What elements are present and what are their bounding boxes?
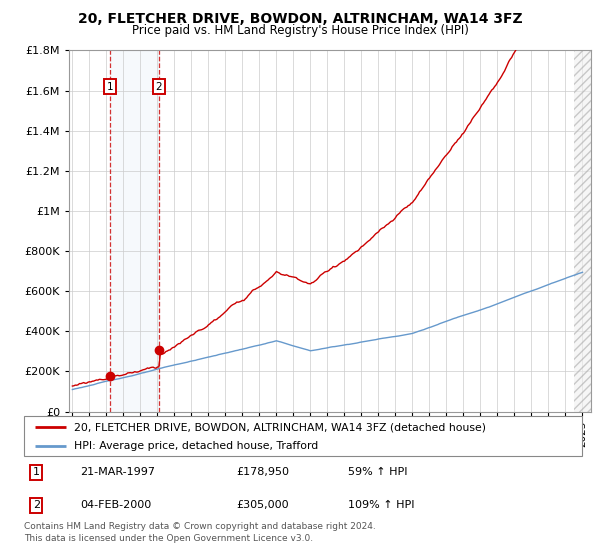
Bar bbox=[110, 50, 159, 412]
Text: 2: 2 bbox=[155, 82, 162, 91]
Text: 20, FLETCHER DRIVE, BOWDON, ALTRINCHAM, WA14 3FZ: 20, FLETCHER DRIVE, BOWDON, ALTRINCHAM, … bbox=[77, 12, 523, 26]
Text: 2: 2 bbox=[33, 500, 40, 510]
Bar bbox=[574, 50, 591, 412]
Text: 04-FEB-2000: 04-FEB-2000 bbox=[80, 500, 151, 510]
Text: 109% ↑ HPI: 109% ↑ HPI bbox=[347, 500, 414, 510]
Text: 1: 1 bbox=[107, 82, 113, 91]
Text: 59% ↑ HPI: 59% ↑ HPI bbox=[347, 467, 407, 477]
Text: £305,000: £305,000 bbox=[236, 500, 289, 510]
Text: 1: 1 bbox=[33, 467, 40, 477]
Text: 21-MAR-1997: 21-MAR-1997 bbox=[80, 467, 155, 477]
Text: £178,950: £178,950 bbox=[236, 467, 289, 477]
Polygon shape bbox=[574, 50, 591, 412]
Text: 20, FLETCHER DRIVE, BOWDON, ALTRINCHAM, WA14 3FZ (detached house): 20, FLETCHER DRIVE, BOWDON, ALTRINCHAM, … bbox=[74, 422, 486, 432]
FancyBboxPatch shape bbox=[24, 416, 582, 456]
Text: Contains HM Land Registry data © Crown copyright and database right 2024.
This d: Contains HM Land Registry data © Crown c… bbox=[24, 522, 376, 543]
Text: Price paid vs. HM Land Registry's House Price Index (HPI): Price paid vs. HM Land Registry's House … bbox=[131, 24, 469, 37]
Text: HPI: Average price, detached house, Trafford: HPI: Average price, detached house, Traf… bbox=[74, 441, 319, 451]
